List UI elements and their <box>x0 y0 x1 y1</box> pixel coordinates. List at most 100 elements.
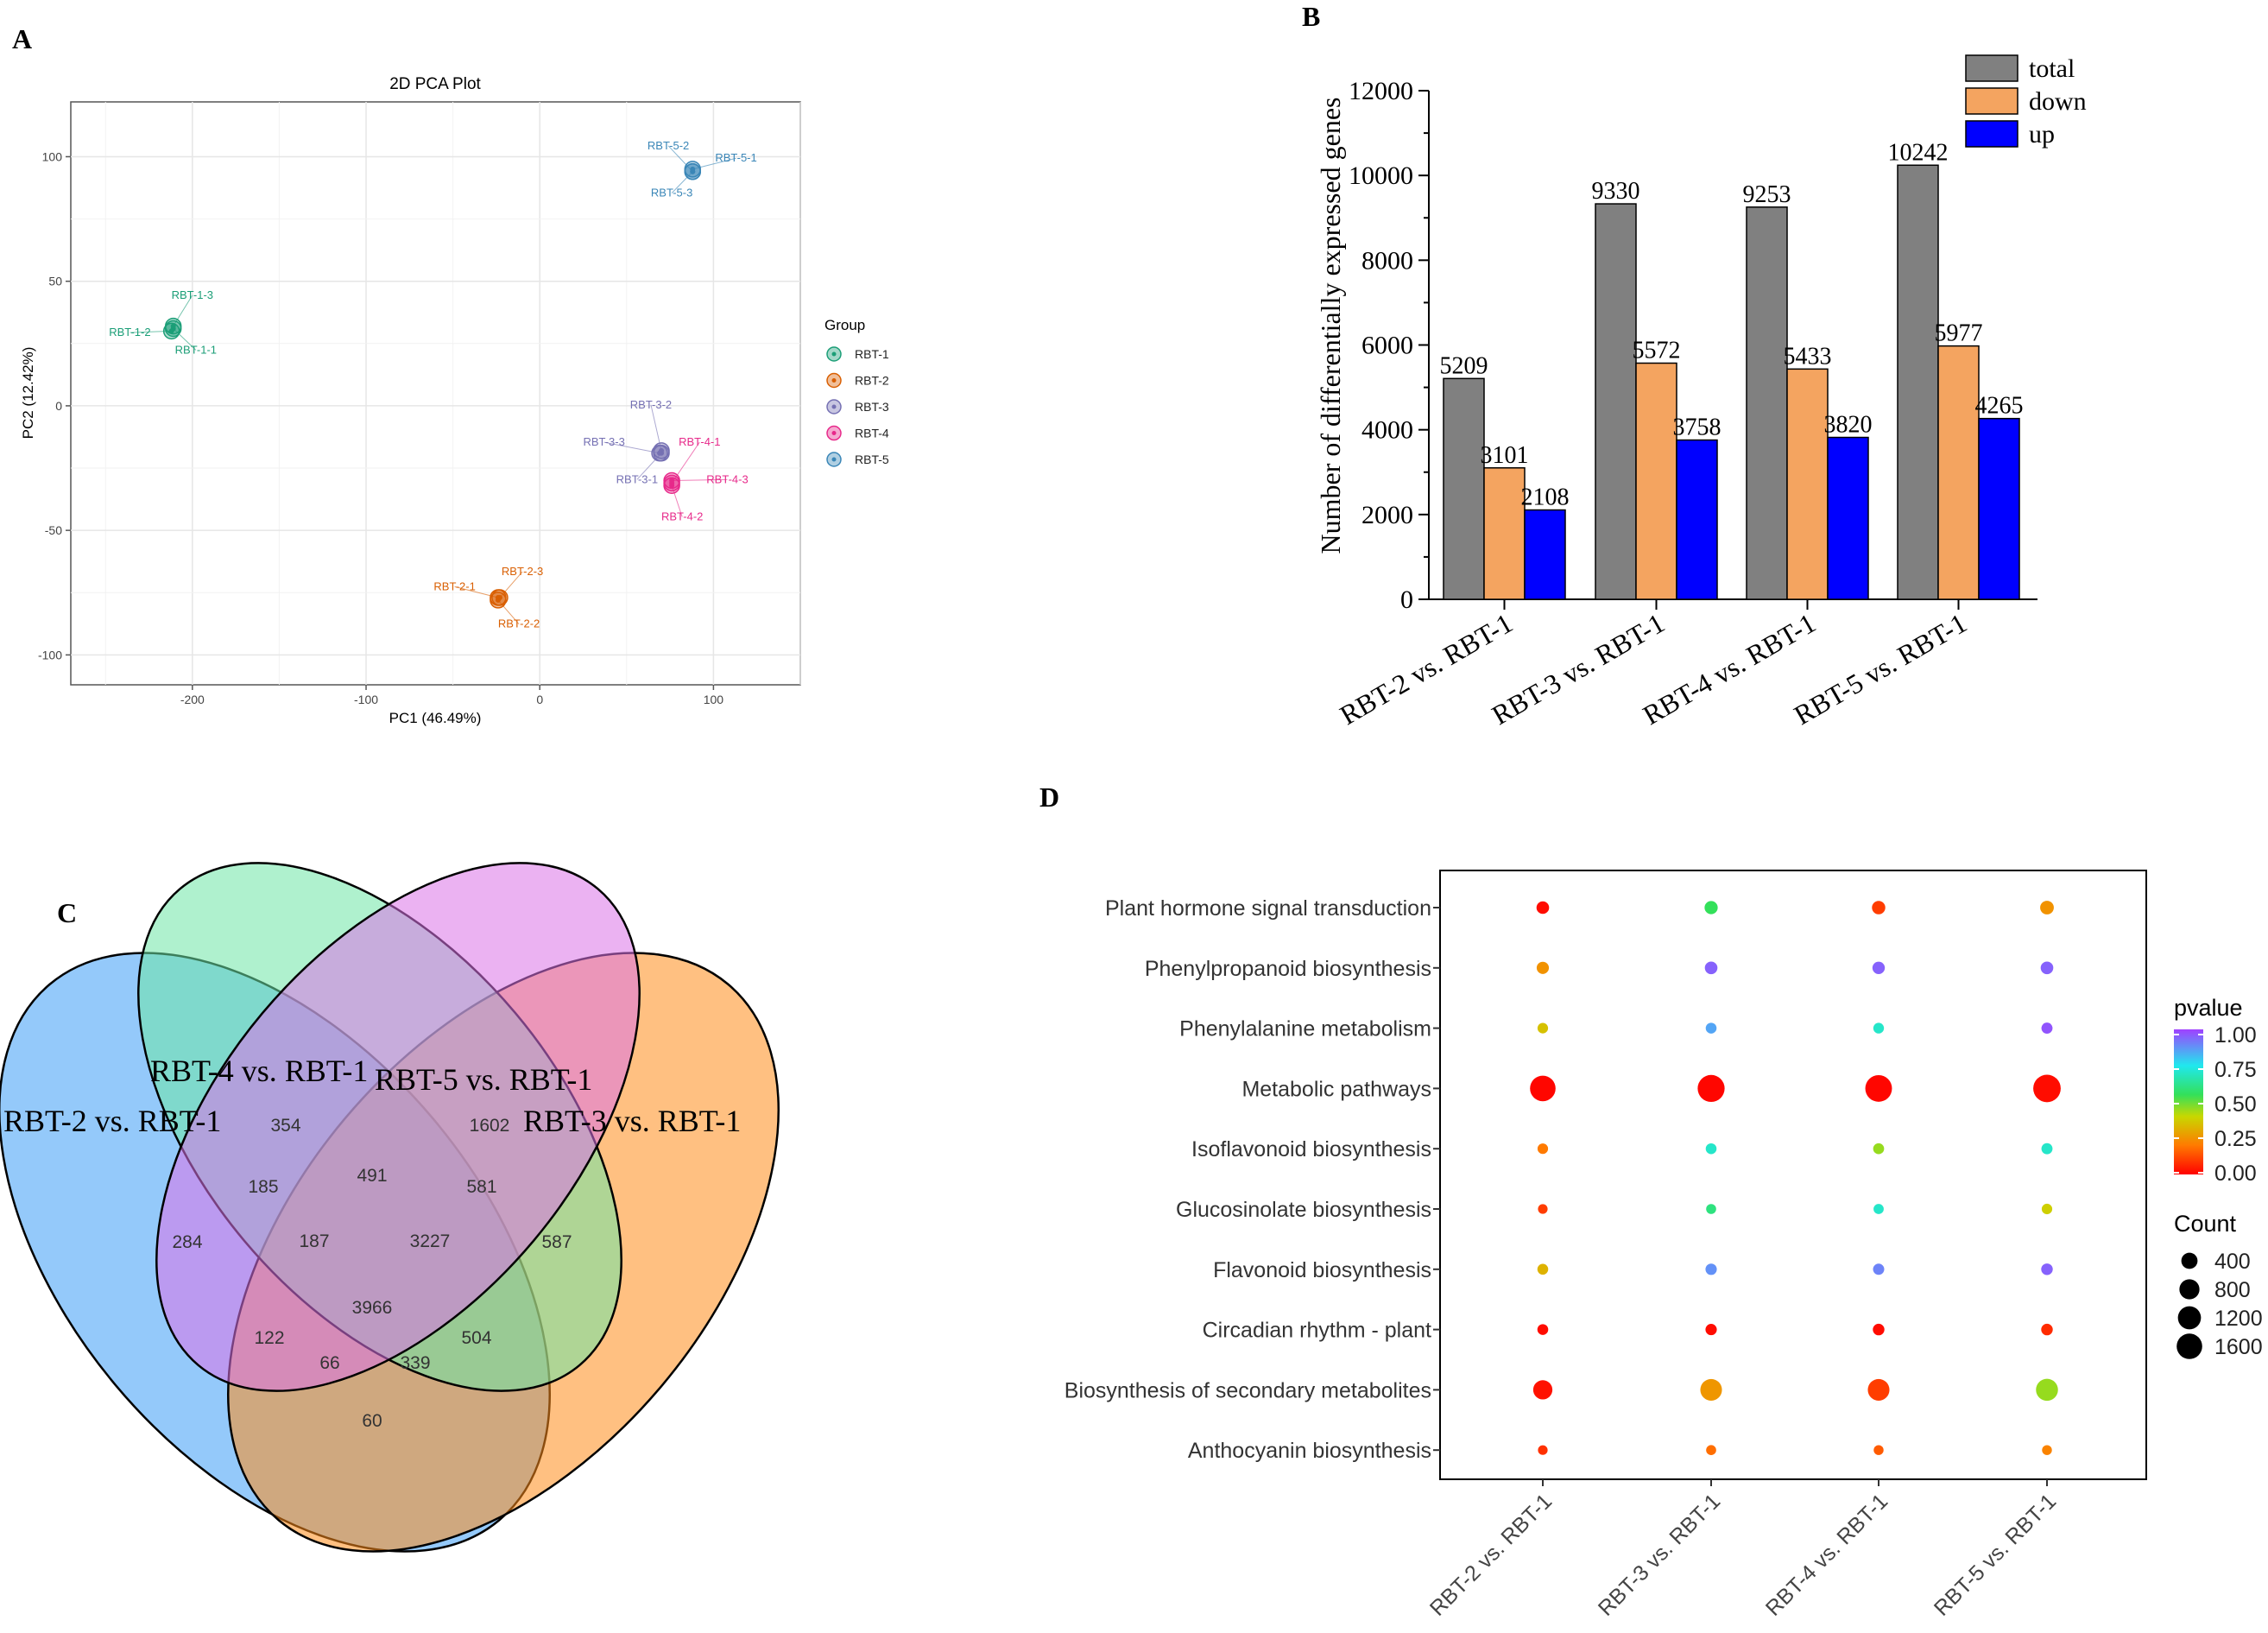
dot-point <box>1704 961 1718 975</box>
dot-point <box>1705 1263 1717 1275</box>
pca-x-tick-label: 0 <box>536 693 543 706</box>
pvalue-tick-label: 0.75 <box>2214 1058 2257 1082</box>
dot-point <box>1536 961 1550 974</box>
bar-down <box>1483 467 1526 600</box>
bar-up <box>1978 417 2020 600</box>
bar-value-label: 3820 <box>1824 412 1873 439</box>
dot-point <box>2041 1203 2053 1215</box>
pca-grid <box>71 102 801 685</box>
dot-y-label: Glucosinolate biosynthesis <box>1176 1198 1431 1222</box>
pca-y-tick-label: -100 <box>38 648 62 661</box>
venn-label-rbt4: RBT-4 vs. RBT-1 <box>150 1054 368 1088</box>
venn-label-rbt5: RBT-5 vs. RBT-1 <box>375 1062 592 1097</box>
pca-x-tick-label: -100 <box>354 693 378 706</box>
pvalue-tick-label: 1.00 <box>2214 1023 2257 1048</box>
pca-y-tick-label: 50 <box>48 275 62 288</box>
pca-x-tick-label: 100 <box>704 693 724 706</box>
dot-point <box>1537 1022 1549 1034</box>
bar-y-tick-label: 8000 <box>1361 246 1413 275</box>
pca-x-tick-label: -200 <box>180 693 205 706</box>
venn-region-value: 60 <box>362 1411 382 1431</box>
dot-point <box>1873 1142 1885 1155</box>
count-legend-label: 1200 <box>2214 1307 2263 1331</box>
dot-point <box>1532 1380 1553 1400</box>
pvalue-tick-label: 0.00 <box>2214 1161 2257 1186</box>
dot-x-label: RBT-5 vs. RBT-1 <box>1930 1489 2061 1620</box>
panel-label-b: B <box>1302 1 1320 32</box>
bar-down <box>1635 362 1677 600</box>
dot-point <box>1705 1022 1717 1034</box>
pvalue-tick-label: 0.50 <box>2214 1092 2257 1117</box>
pca-point-label: RBT-3-1 <box>616 472 658 485</box>
bar-value-label: 9330 <box>1592 178 1640 205</box>
bar-legend: total down up <box>1965 54 2087 149</box>
dot-plot-area <box>1439 870 2147 1480</box>
dot-point <box>2041 1263 2053 1275</box>
dot-x-label: RBT-3 vs. RBT-1 <box>1594 1489 1725 1620</box>
pca-point-label: RBT-2-2 <box>498 617 540 630</box>
dot-x-labels: RBT-2 vs. RBT-1 RBT-3 vs. RBT-1 RBT-4 vs. … <box>1425 1479 2061 1621</box>
dot-x-label: RBT-4 vs. RBT-1 <box>1761 1489 1892 1620</box>
dot-y-label: Anthocyanin biosynthesis <box>1188 1439 1431 1463</box>
pca-legend-label: RBT-4 <box>855 427 889 440</box>
dot-point <box>1697 1074 1725 1103</box>
bar-y-tick-label: 4000 <box>1361 416 1413 445</box>
pca-legend-label: RBT-1 <box>855 347 889 361</box>
dot-point <box>1872 901 1886 915</box>
bar-down <box>1786 368 1829 600</box>
venn-diagram-panel: RBT-2 vs. RBT-1 RBT-4 vs. RBT-1 RBT-5 vs… <box>0 862 780 1553</box>
bar-y-tick-label: 6000 <box>1361 332 1413 360</box>
pca-y-axis-label: PC2 (12.42%) <box>20 347 36 440</box>
dot-point <box>1873 1204 1884 1214</box>
pca-point-label: RBT-1-3 <box>172 288 213 301</box>
pca-label-connector <box>497 599 520 624</box>
pvalue-colorbar <box>2174 1029 2203 1174</box>
bar-down <box>1937 345 1980 600</box>
panel-label-c: C <box>57 897 77 928</box>
pca-legend-swatch-center <box>831 351 837 357</box>
venn-region-value: 284 <box>172 1232 202 1252</box>
count-legend-dot <box>2176 1333 2202 1359</box>
dot-y-label: Plant hormone signal transduction <box>1105 896 1431 921</box>
pca-point-label: RBT-5-1 <box>715 151 756 164</box>
count-legend-label: 1600 <box>2214 1335 2263 1359</box>
dot-point <box>1706 1204 1716 1214</box>
bar-y-tick-label: 0 <box>1400 585 1413 614</box>
pca-point-label: RBT-3-2 <box>630 398 672 411</box>
pca-legend-swatch-center <box>831 404 837 409</box>
bar-value-label: 3101 <box>1481 442 1529 469</box>
dot-point <box>1873 1445 1884 1455</box>
pca-label-connector <box>173 294 193 326</box>
dot-y-label: Flavonoid biosynthesis <box>1213 1258 1431 1282</box>
pca-legend-label: RBT-5 <box>855 453 889 466</box>
dot-point <box>1873 1022 1885 1034</box>
venn-region-value: 339 <box>400 1353 430 1373</box>
dot-point <box>1705 1324 1717 1336</box>
bar-value-label: 3758 <box>1673 415 1722 441</box>
dot-point <box>1536 901 1550 915</box>
bar-y-tick-label: 12000 <box>1349 77 1413 105</box>
pca-legend-swatch-center <box>831 378 837 383</box>
pca-point-center <box>669 483 675 489</box>
bar-legend-label: up <box>2029 120 2055 149</box>
pca-label-connector <box>499 571 523 598</box>
dot-point <box>1865 1074 1892 1102</box>
dot-x-label: RBT-2 vs. RBT-1 <box>1425 1489 1557 1620</box>
pca-label-connector <box>671 485 683 517</box>
dot-y-label: Circadian rhythm - plant <box>1203 1319 1431 1343</box>
dot-point <box>1704 901 1718 915</box>
pca-label-connector <box>130 330 172 333</box>
pca-label-connector <box>672 478 728 481</box>
pvalue-tick-label: 0.25 <box>2214 1127 2257 1151</box>
count-legend-label: 400 <box>2214 1250 2251 1274</box>
pvalue-legend-title: pvalue <box>2174 995 2243 1021</box>
bar-legend-label: total <box>2029 54 2075 83</box>
dot-point <box>1705 1142 1717 1155</box>
pca-title: 2D PCA Plot <box>389 75 481 93</box>
count-legend-dot <box>2181 1252 2198 1269</box>
venn-region-value: 504 <box>461 1328 491 1348</box>
bar-legend-label: down <box>2029 87 2087 116</box>
dot-point <box>2033 1074 2061 1103</box>
dot-point <box>1706 1445 1716 1456</box>
